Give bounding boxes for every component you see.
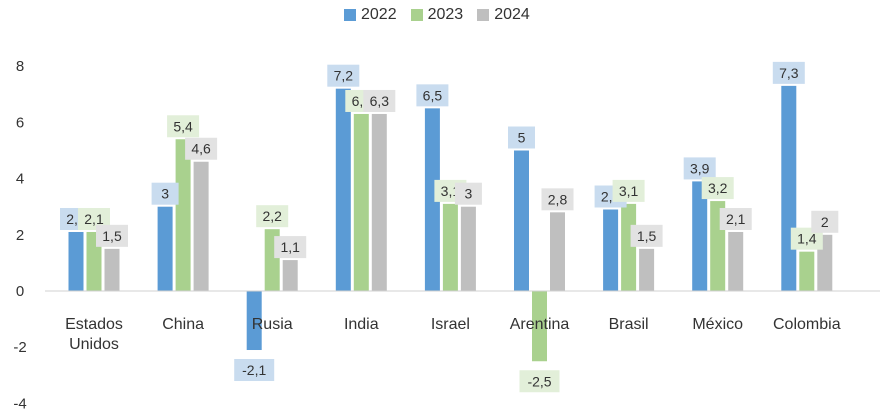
legend-swatch-2023 <box>410 9 423 21</box>
data-label: 1,5 <box>637 228 657 244</box>
data-label: 1,4 <box>797 231 817 247</box>
legend-label-2024: 2024 <box>494 6 530 23</box>
bar-2024 <box>550 212 565 291</box>
data-label-box <box>151 182 179 205</box>
data-label: 3,2 <box>708 180 728 196</box>
bar-2024 <box>193 161 209 291</box>
legend-swatch-2022 <box>344 9 356 21</box>
legend-item-2023: 2023 <box>410 6 464 24</box>
data-label-box <box>790 227 823 250</box>
bar-2023 <box>442 203 458 291</box>
data-label-box <box>363 89 396 112</box>
category-label: China <box>162 316 204 333</box>
data-label-box <box>327 64 360 87</box>
data-label-box <box>612 179 645 202</box>
bar-2022 <box>424 108 440 291</box>
bar-2023 <box>532 291 547 362</box>
data-label: 7,2 <box>334 68 354 84</box>
y-tick-label: 8 <box>16 58 24 75</box>
data-label-box <box>96 224 128 247</box>
bar-2023 <box>353 113 369 291</box>
bar-2022 <box>335 88 351 292</box>
category-label: Israel <box>431 316 470 333</box>
bar-2023 <box>175 139 191 291</box>
data-label-box <box>519 370 560 393</box>
data-label: 1,1 <box>280 239 300 255</box>
bar-2022 <box>514 150 529 291</box>
data-label: 2,2 <box>262 208 282 224</box>
y-tick-label: -2 <box>13 339 26 356</box>
data-label-box <box>185 137 218 160</box>
data-label: 2,1 <box>726 211 746 227</box>
category-label: México <box>692 316 743 333</box>
data-label: 2,1 <box>84 211 104 227</box>
bar-2022 <box>692 181 708 291</box>
data-label: 3 <box>161 186 169 202</box>
data-label: 6,3 <box>370 93 390 109</box>
data-label-box <box>811 210 839 233</box>
bar-2024 <box>460 206 476 291</box>
bar-2024 <box>104 248 120 291</box>
data-label-box <box>234 359 275 382</box>
data-label-box <box>701 177 734 200</box>
category-label: Colombia <box>773 316 841 333</box>
data-label: 2,8 <box>548 191 568 207</box>
data-label: 6,5 <box>423 87 443 103</box>
category-label: India <box>344 316 379 333</box>
legend-swatch-2024 <box>477 9 490 21</box>
data-label-box <box>683 157 716 180</box>
legend-item-2024: 2024 <box>477 6 530 24</box>
data-label: 2 <box>821 214 829 230</box>
data-label-box <box>416 84 449 107</box>
y-tick-label: 0 <box>16 283 24 300</box>
data-label-box <box>508 126 535 149</box>
legend-item-2022: 2022 <box>344 6 397 24</box>
bar-2022 <box>781 85 797 292</box>
data-label-box <box>167 115 200 138</box>
data-label-box <box>454 182 482 205</box>
bar-2024 <box>282 260 298 291</box>
data-label-box <box>78 207 110 230</box>
category-label: Estados <box>65 316 123 333</box>
category-label: Unidos <box>69 336 119 353</box>
bar-2024 <box>371 113 387 291</box>
data-label-box <box>630 224 663 247</box>
data-label: 4,6 <box>191 141 211 157</box>
chart-legend: 2022 2023 2024 <box>344 6 530 24</box>
legend-label-2023: 2023 <box>427 6 464 23</box>
bar-2022 <box>68 231 84 291</box>
data-label: 7,3 <box>779 65 799 81</box>
bar-2023 <box>621 203 637 291</box>
data-label-box <box>719 207 752 230</box>
bar-2022 <box>603 209 619 291</box>
data-label: 3 <box>465 186 473 202</box>
category-label: Arentina <box>510 316 570 333</box>
y-tick-label: 4 <box>16 171 24 188</box>
bar-2024 <box>639 248 655 291</box>
y-tick-label: 6 <box>16 114 24 131</box>
bar-2024 <box>728 231 744 291</box>
data-label: -2,1 <box>242 362 266 378</box>
bar-2022 <box>157 206 173 291</box>
data-label-box <box>274 236 307 259</box>
bar-2023 <box>799 251 815 291</box>
data-label: 5,4 <box>173 118 193 134</box>
data-label-box <box>256 205 289 228</box>
data-label: 3,1 <box>619 183 639 199</box>
y-tick-label: 2 <box>16 227 24 244</box>
data-label-box <box>541 188 574 211</box>
category-label: Brasil <box>609 316 649 333</box>
data-label-box <box>772 61 805 84</box>
data-label: 3,9 <box>690 160 710 176</box>
data-label: -2,5 <box>527 373 551 389</box>
y-tick-label: -4 <box>13 395 26 410</box>
bar-2022 <box>246 291 262 351</box>
data-label: 1,5 <box>102 228 122 244</box>
category-label: Rusia <box>252 316 293 333</box>
legend-label-2022: 2022 <box>361 6 397 23</box>
data-label: 5 <box>518 130 526 146</box>
